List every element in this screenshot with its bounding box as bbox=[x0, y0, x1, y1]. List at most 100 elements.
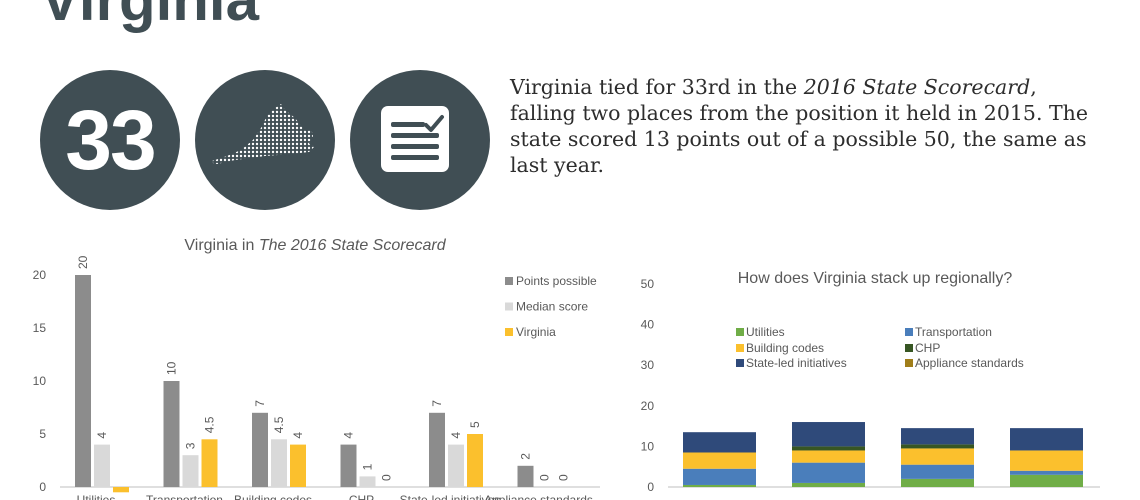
chart2-legend-label: CHP bbox=[915, 341, 940, 355]
chart1-legend-label: Median score bbox=[516, 300, 588, 314]
scorecard-badge bbox=[350, 70, 490, 210]
chart1-data-label: 0 bbox=[538, 474, 552, 481]
chart1-data-label: 4 bbox=[342, 432, 356, 439]
chart2-bar-segment bbox=[792, 422, 865, 447]
chart1-legend-swatch bbox=[505, 328, 513, 336]
chart1-data-label: 20 bbox=[76, 255, 90, 269]
chart2-legend-swatch bbox=[905, 359, 913, 367]
chart1-bar bbox=[113, 487, 129, 493]
summary-text: Virginia tied for 33rd in the 2016 State… bbox=[510, 74, 1100, 178]
chart1-data-label: 0 bbox=[557, 474, 571, 481]
chart2-y-tick: 30 bbox=[641, 358, 655, 372]
chart1-y-tick: 5 bbox=[39, 427, 46, 441]
chart2-y-tick: 50 bbox=[641, 277, 655, 291]
chart2-bar-segment bbox=[1010, 450, 1083, 471]
summary-text-tail: , falling two places from the position i… bbox=[510, 75, 1089, 177]
chart1-data-label: 1 bbox=[361, 463, 375, 470]
chart2-bar-segment bbox=[792, 446, 865, 451]
chart1-category-label: State-led initiatives bbox=[400, 493, 501, 500]
rank-number: 33 bbox=[65, 92, 156, 187]
chart2-bar-segment bbox=[901, 464, 974, 479]
chart2-bar-segment bbox=[1010, 428, 1083, 451]
chart1-data-label: 4 bbox=[291, 432, 305, 439]
chart1-legend-swatch bbox=[505, 302, 513, 311]
chart1-data-label: 10 bbox=[165, 361, 179, 375]
summary-text-emphasis: 2016 State Scorecard bbox=[803, 75, 1031, 99]
chart1-data-label: 4.5 bbox=[272, 416, 286, 433]
chart2-legend-swatch bbox=[905, 344, 913, 352]
chart2-legend-label: Building codes bbox=[746, 341, 824, 355]
chart1-legend-label: Points possible bbox=[516, 274, 597, 288]
chart1-data-label: 4 bbox=[449, 432, 463, 439]
chart1-y-tick: 20 bbox=[33, 268, 47, 282]
chart1-bar bbox=[271, 439, 287, 487]
chart1-bar bbox=[75, 275, 91, 487]
chart2-y-tick: 0 bbox=[647, 480, 654, 494]
chart1-category-label: Transportation bbox=[146, 493, 223, 500]
chart1-category-label: Appliance standards bbox=[484, 493, 593, 500]
chart2-title: How does Virginia stack up regionally? bbox=[738, 270, 1013, 287]
chart1-category-label: Utilities bbox=[77, 493, 116, 500]
chart2-bar-segment bbox=[1010, 470, 1083, 475]
chart2-legend-label: Transportation bbox=[915, 325, 992, 339]
chart1-legend-swatch bbox=[505, 277, 513, 285]
chart1-bar bbox=[290, 444, 306, 487]
chart1-bar bbox=[448, 444, 464, 487]
chart1-data-label: 0 bbox=[380, 474, 394, 481]
chart2-bar-segment bbox=[792, 450, 865, 463]
summary-text-lead: Virginia tied for 33rd in the bbox=[510, 75, 804, 99]
chart2-legend-label: State-led initiatives bbox=[746, 356, 847, 370]
chart2-bar-segment bbox=[901, 478, 974, 487]
chart1-y-tick: 0 bbox=[39, 480, 46, 494]
chart1-data-label: 3 bbox=[184, 442, 198, 449]
rank-badge: 33 bbox=[40, 70, 180, 210]
state-title: Virginia bbox=[40, 0, 259, 30]
chart1-title-lead: Virginia in bbox=[184, 237, 258, 254]
chart2-legend-label: Appliance standards bbox=[915, 356, 1024, 370]
chart2-y-tick: 40 bbox=[641, 318, 655, 332]
chart1-bar bbox=[517, 465, 534, 487]
chart1-data-label: 4 bbox=[95, 432, 109, 439]
chart2-legend-swatch bbox=[736, 328, 744, 336]
chart1-data-label: 7 bbox=[253, 400, 267, 407]
chart1-y-tick: 10 bbox=[33, 374, 47, 388]
chart1-data-label: 4.5 bbox=[203, 416, 217, 433]
chart2-bar-segment bbox=[683, 432, 756, 453]
virginia-map-icon bbox=[209, 104, 315, 164]
chart1-bar bbox=[429, 412, 445, 487]
chart1-bar bbox=[182, 455, 199, 487]
chart2-legend-swatch bbox=[736, 344, 744, 352]
state-map-badge bbox=[195, 70, 335, 210]
chart2-bar-segment bbox=[792, 462, 865, 483]
chart2-bar-segment bbox=[901, 428, 974, 445]
chart1-bar bbox=[252, 412, 268, 487]
chart2-bar-segment bbox=[683, 452, 756, 469]
chart2-legend-swatch bbox=[905, 328, 913, 336]
chart1-category-label: CHP bbox=[349, 493, 374, 500]
chart1-category-label: Building codes bbox=[234, 493, 312, 500]
chart1-bar bbox=[163, 381, 180, 487]
chart1-data-label: 7 bbox=[430, 400, 444, 407]
checklist-icon bbox=[381, 106, 449, 172]
chart1-title: Virginia in The 2016 State Scorecard bbox=[184, 237, 446, 254]
chart1-bar bbox=[340, 444, 357, 487]
chart2-bar-segment bbox=[792, 482, 865, 487]
chart1-data-label: 2 bbox=[519, 453, 533, 460]
chart2-y-tick: 10 bbox=[641, 439, 655, 453]
chart1-bar bbox=[94, 444, 110, 487]
chart2-bar-segment bbox=[683, 484, 756, 487]
chart1-y-tick: 15 bbox=[33, 321, 47, 335]
chart1-title-emphasis: The 2016 State Scorecard bbox=[259, 237, 447, 254]
chart2-bar-segment bbox=[901, 448, 974, 465]
chart2-bar-segment bbox=[683, 468, 756, 485]
chart1-bar bbox=[359, 476, 376, 487]
chart2-legend-label: Utilities bbox=[746, 325, 785, 339]
chart2-y-tick: 20 bbox=[641, 399, 655, 413]
chart1-bar bbox=[201, 439, 218, 487]
chart2-bar-segment bbox=[901, 444, 974, 449]
chart1-legend-label: Virginia bbox=[516, 325, 556, 339]
chart2-legend-swatch bbox=[736, 359, 744, 367]
chart2-bar-segment bbox=[1010, 474, 1083, 487]
chart1-data-label: 5 bbox=[468, 421, 482, 428]
